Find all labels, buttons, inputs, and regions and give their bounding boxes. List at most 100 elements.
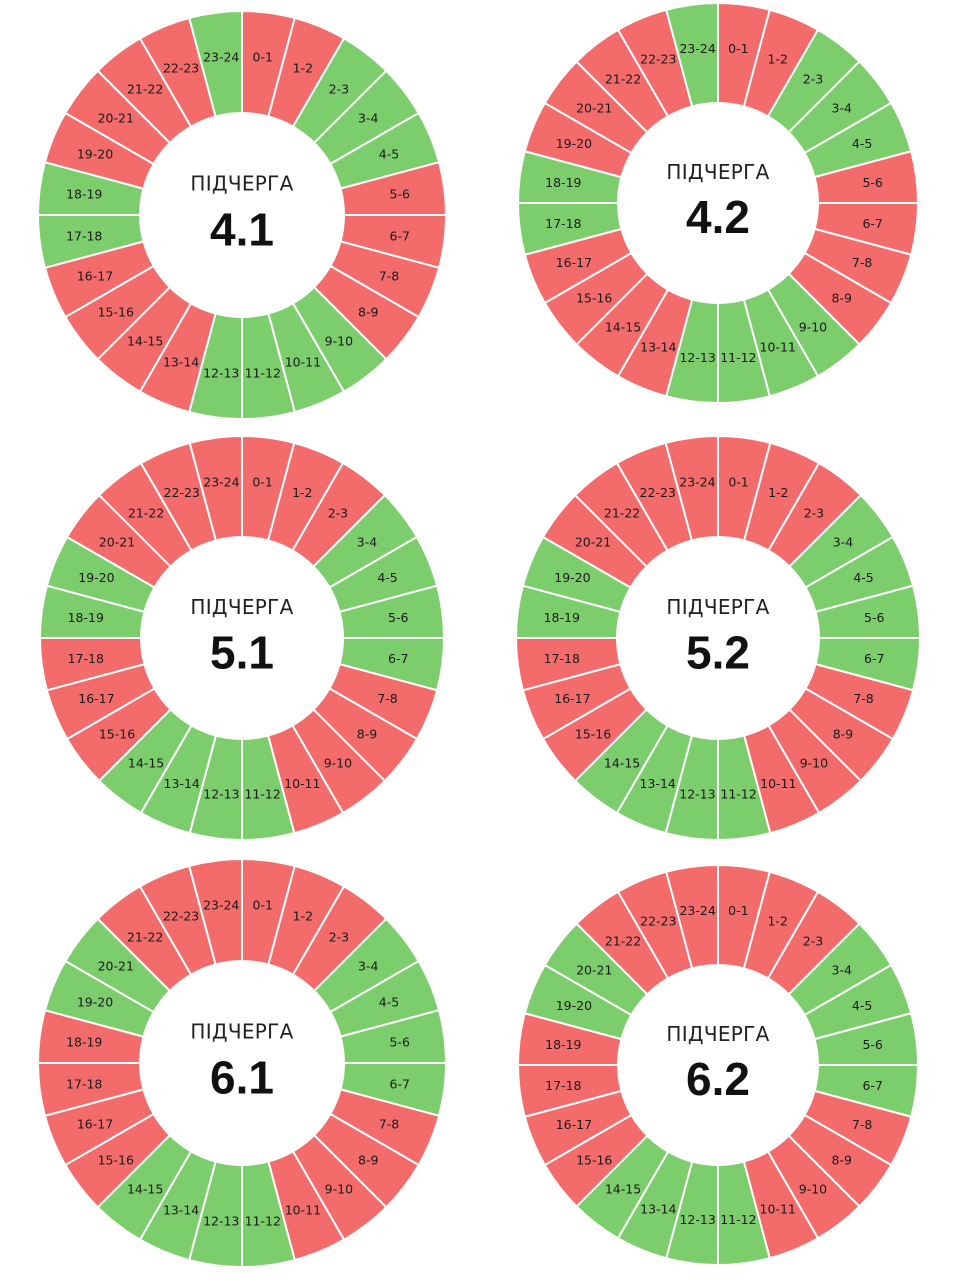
hour-label: 20-21 (575, 535, 611, 550)
hour-label: 23-24 (679, 903, 715, 918)
hour-label: 3-4 (358, 111, 378, 126)
hour-label: 10-11 (284, 776, 320, 791)
hour-label: 16-17 (78, 691, 114, 706)
hour-label: 19-20 (78, 570, 114, 585)
hour-label: 15-16 (576, 1152, 612, 1167)
hour-label: 19-20 (556, 998, 592, 1013)
hour-label: 9-10 (800, 756, 828, 771)
hour-label: 3-4 (832, 101, 852, 116)
hour-label: 23-24 (679, 41, 715, 56)
hour-label: 5-6 (390, 187, 410, 202)
hour-label: 6-7 (862, 1078, 882, 1093)
group-caption: ПІДЧЕРГА (666, 160, 769, 184)
hour-label: 21-22 (604, 505, 640, 520)
hour-label: 12-13 (679, 787, 715, 802)
hour-segment-23-24 (188, 434, 243, 542)
hour-label: 15-16 (575, 726, 611, 741)
hour-label: 4-5 (852, 136, 872, 151)
hour-label: 17-18 (66, 228, 102, 243)
hour-label: 17-18 (68, 651, 104, 666)
hour-label: 2-3 (328, 505, 348, 520)
hour-label: 22-23 (640, 51, 676, 66)
hour-label: 7-8 (377, 691, 397, 706)
hour-label: 9-10 (325, 1182, 353, 1197)
hour-label: 13-14 (163, 1203, 199, 1218)
hour-label: 16-17 (556, 1117, 592, 1132)
hour-label: 0-1 (728, 903, 748, 918)
hour-label: 14-15 (604, 756, 640, 771)
hour-label: 5-6 (862, 175, 882, 190)
hour-label: 15-16 (98, 304, 134, 319)
hour-label: 6-7 (388, 651, 408, 666)
hour-label: 7-8 (852, 255, 872, 270)
hour-label: 18-19 (68, 610, 104, 625)
hour-label: 1-2 (768, 485, 788, 500)
hour-label: 14-15 (128, 756, 164, 771)
hour-label: 22-23 (640, 485, 676, 500)
hour-segment-23-24 (664, 434, 719, 542)
hour-label: 18-19 (544, 610, 580, 625)
hour-label: 8-9 (833, 726, 853, 741)
hour-label: 18-19 (545, 175, 581, 190)
group-number: 6.2 (686, 1053, 750, 1105)
schedule-wheel-4-1: 0-1 1-2 2-3 3-4 4-5 5-6 6-7 7-8 8-9 9-10 10-11 11-1… (36, 9, 448, 421)
hour-label: 4-5 (853, 570, 873, 585)
hour-label: 11-12 (720, 1212, 756, 1227)
hour-label: 10-11 (285, 355, 321, 370)
hour-label: 6-7 (864, 651, 884, 666)
hour-label: 0-1 (252, 474, 272, 489)
hour-label: 0-1 (728, 474, 748, 489)
group-number: 4.1 (210, 204, 274, 256)
hour-label: 6-7 (390, 228, 410, 243)
hour-label: 17-18 (545, 1078, 581, 1093)
hour-label: 2-3 (803, 934, 823, 949)
hour-label: 8-9 (358, 304, 378, 319)
hour-label: 20-21 (576, 101, 612, 116)
group-number: 6.1 (210, 1052, 274, 1104)
group-caption: ПІДЧЕРГА (190, 595, 293, 619)
hour-label: 22-23 (163, 908, 199, 923)
hour-label: 7-8 (379, 1116, 399, 1131)
hour-label: 13-14 (640, 340, 676, 355)
hour-label: 5-6 (388, 610, 408, 625)
hour-label: 3-4 (832, 963, 852, 978)
hour-label: 1-2 (292, 485, 312, 500)
hour-label: 17-18 (66, 1076, 102, 1091)
hour-label: 21-22 (127, 929, 163, 944)
hour-label: 5-6 (864, 610, 884, 625)
hour-label: 19-20 (77, 147, 113, 162)
hour-label: 2-3 (803, 72, 823, 87)
hour-label: 11-12 (720, 350, 756, 365)
hour-label: 3-4 (357, 535, 377, 550)
hour-label: 23-24 (203, 474, 239, 489)
hour-label: 13-14 (163, 355, 199, 370)
hour-label: 18-19 (66, 187, 102, 202)
hour-label: 12-13 (203, 1213, 239, 1228)
hour-label: 8-9 (832, 1152, 852, 1167)
hour-label: 3-4 (833, 535, 853, 550)
hour-label: 7-8 (852, 1117, 872, 1132)
schedule-wheel-5-1: 0-1 1-2 2-3 3-4 4-5 5-6 6-7 7-8 8-9 9-10 10-11 11-1… (38, 434, 446, 842)
group-number: 4.2 (686, 191, 750, 243)
hour-label: 23-24 (203, 898, 239, 913)
hour-label: 13-14 (640, 776, 676, 791)
hour-label: 1-2 (293, 908, 313, 923)
hour-label: 1-2 (767, 913, 787, 928)
hour-label: 4-5 (852, 998, 872, 1013)
hour-label: 19-20 (77, 995, 113, 1010)
hour-label: 16-17 (77, 1116, 113, 1131)
hour-label: 19-20 (554, 570, 590, 585)
hour-label: 21-22 (605, 72, 641, 87)
hour-label: 23-24 (203, 50, 239, 65)
group-caption: ПІДЧЕРГА (190, 1020, 293, 1044)
hour-label: 18-19 (66, 1035, 102, 1050)
hour-label: 1-2 (767, 51, 787, 66)
hour-label: 17-18 (544, 651, 580, 666)
hour-segment-23-24 (665, 1, 719, 108)
schedule-wheel-6-1: 0-1 1-2 2-3 3-4 4-5 5-6 6-7 7-8 8-9 9-10 10-11 11-1… (36, 857, 448, 1269)
hour-label: 16-17 (556, 255, 592, 270)
hour-label: 10-11 (760, 776, 796, 791)
hour-label: 9-10 (325, 334, 353, 349)
hour-label: 13-14 (164, 776, 200, 791)
